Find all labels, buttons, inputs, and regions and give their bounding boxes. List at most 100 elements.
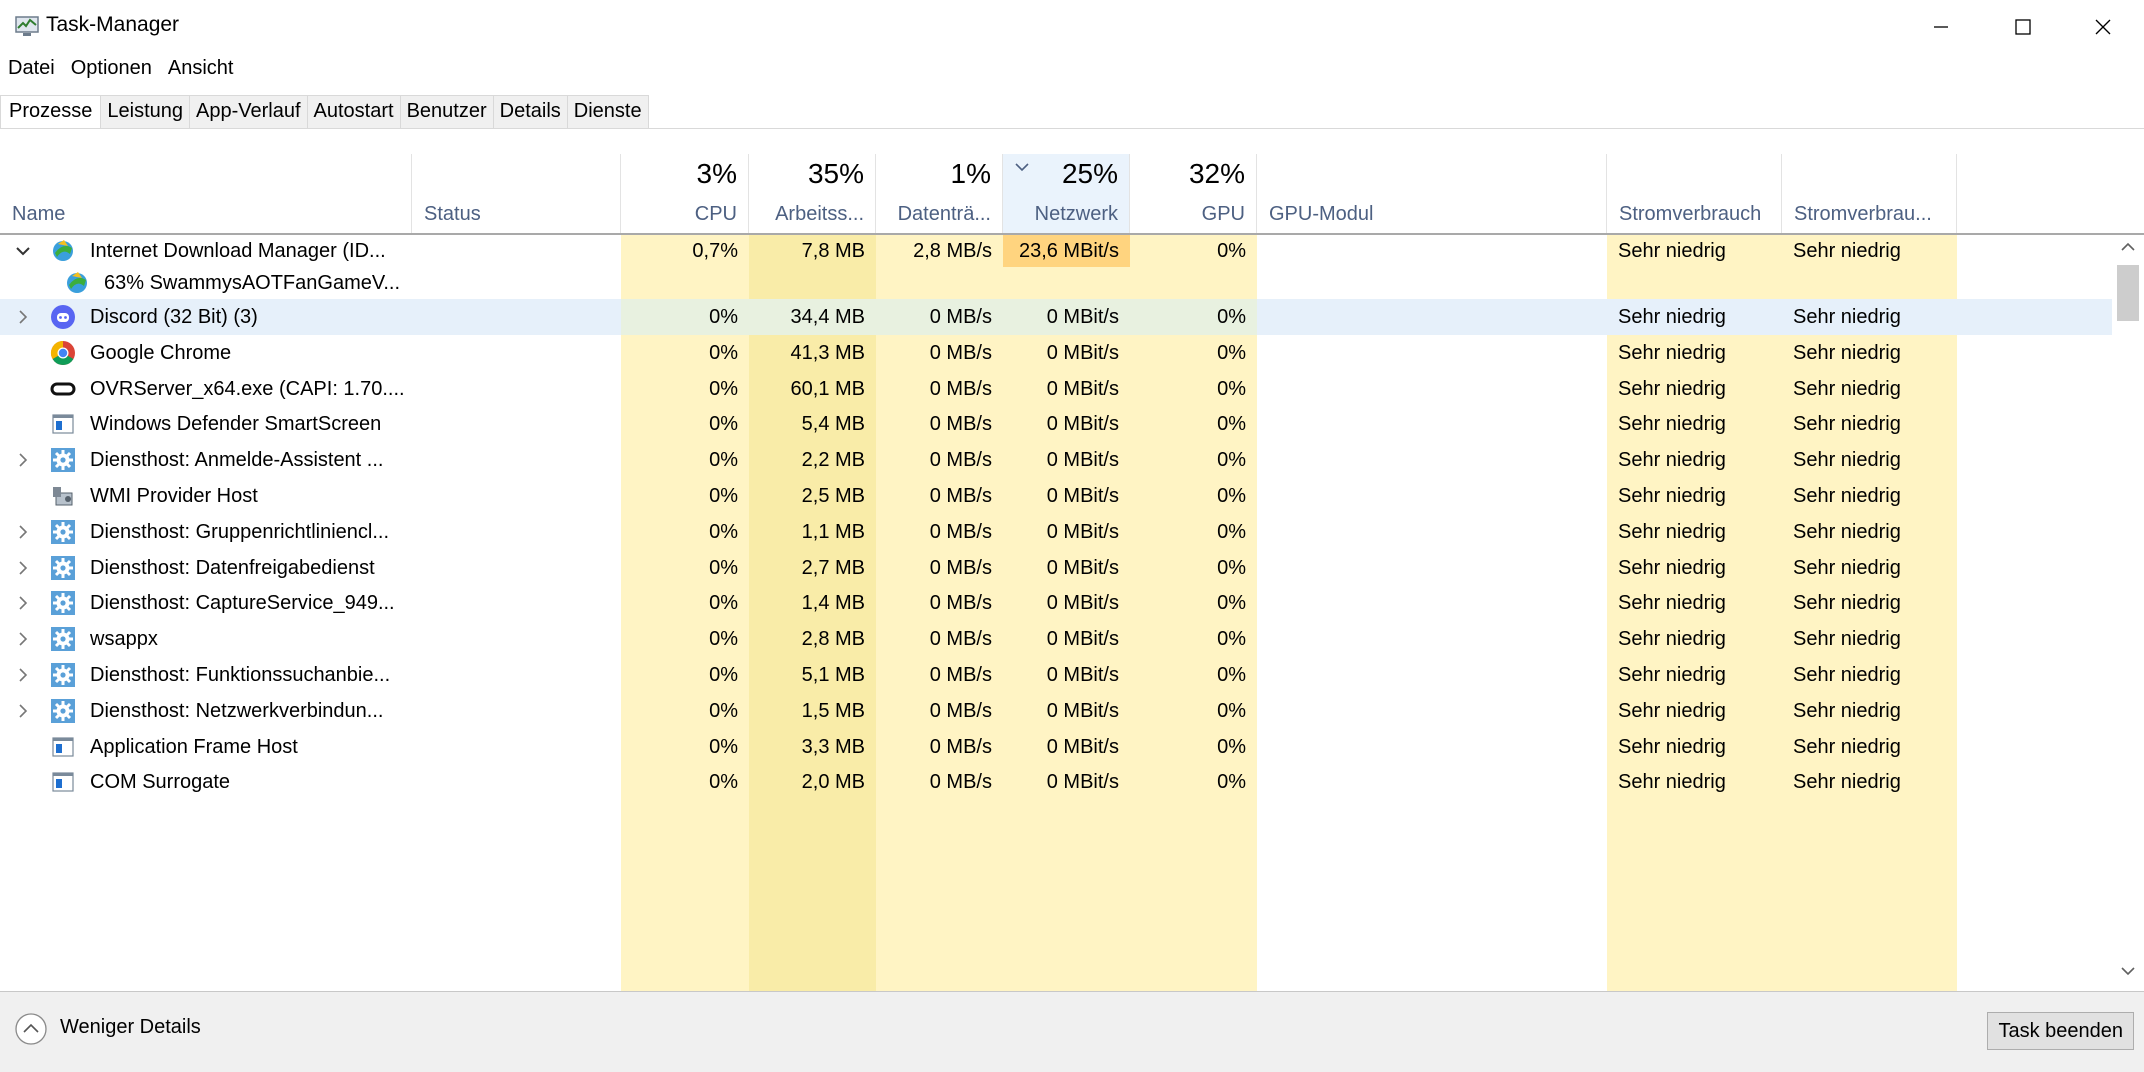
column-label-memory: Arbeitss... <box>775 203 864 225</box>
process-name: Google Chrome <box>90 341 232 364</box>
column-label-network: Netzwerk <box>1034 203 1118 225</box>
process-row[interactable]: WMI Provider Host 0% 2,5 MB 0 MB/s 0 MBit/s 0… <box>0 478 2112 514</box>
tab-dienste[interactable]: Dienste <box>567 95 649 129</box>
cell-cpu: 0% <box>709 341 738 364</box>
process-row[interactable]: Application Frame Host 0% 3,3 MB 0 MB/s 0 MB… <box>0 729 2112 765</box>
scroll-up-icon[interactable] <box>2120 241 2136 253</box>
chevron-right-icon[interactable] <box>14 702 32 720</box>
process-row[interactable]: OVRServer_x64.exe (CAPI: 1.70.... 0% 60,1 … <box>0 371 2112 407</box>
chevron-right-icon[interactable] <box>14 666 32 684</box>
cell-power: Sehr niedrig <box>1618 240 1726 262</box>
process-row[interactable]: Internet Download Manager (ID... 0,7% 7,8 … <box>0 235 2112 267</box>
process-row[interactable]: COM Surrogate 0% 2,0 MB 0 MB/s 0 MBit/s 0% Seh… <box>0 764 2112 800</box>
cell-net: 0 MBit/s <box>1046 449 1119 472</box>
close-icon <box>2095 19 2111 35</box>
discord-icon <box>51 305 75 329</box>
chevron-up-circle-icon[interactable] <box>14 1012 48 1046</box>
chevron-right-icon[interactable] <box>14 523 32 541</box>
chevron-down-icon[interactable] <box>14 242 32 260</box>
cell-net: 0 MBit/s <box>1003 299 1130 335</box>
chevron-right-icon[interactable] <box>14 559 32 577</box>
chevron-right-icon[interactable] <box>14 594 32 612</box>
cell-power: Sehr niedrig <box>1618 341 1726 364</box>
cell-powertrend: Sehr niedrig <box>1793 771 1901 794</box>
process-name: Diensthost: Funktionssuchanbie... <box>90 664 391 686</box>
cell-powertrend: Sehr niedrig <box>1793 664 1901 686</box>
process-table: Internet Download Manager (ID... 0,7% 7,8 … <box>0 235 2112 991</box>
column-header-status[interactable]: Status <box>412 154 621 234</box>
tab-benutzer[interactable]: Benutzer <box>400 95 494 129</box>
cell-mem: 7,8 MB <box>801 240 865 262</box>
tab-app-verlauf[interactable]: App-Verlauf <box>190 95 308 129</box>
process-row[interactable]: Diensthost: CaptureService_949... 0% 1,4 M… <box>0 585 2112 621</box>
maximize-button[interactable] <box>1982 0 2064 54</box>
cell-power: Sehr niedrig <box>1618 556 1726 579</box>
cell-power: Sehr niedrig <box>1618 306 1726 328</box>
column-label-power: Stromverbrauch <box>1619 203 1762 225</box>
tab-details[interactable]: Details <box>493 95 568 129</box>
column-header-power[interactable]: Stromverbrauch <box>1607 154 1782 234</box>
cell-disk: 0 MB/s <box>929 628 992 651</box>
process-row[interactable]: Diensthost: Gruppenrichtliniencl... 0% 1,1… <box>0 514 2112 550</box>
tab-divider <box>0 128 2144 129</box>
idm-icon <box>67 272 87 293</box>
cell-disk: 0 MB/s <box>929 341 992 364</box>
column-header-network[interactable]: 25% Netzwerk <box>1003 154 1130 234</box>
process-row[interactable]: Diensthost: Netzwerkverbindun... 0% 1,5 MB… <box>0 693 2112 729</box>
column-header-disk[interactable]: 1% Datenträ... <box>876 154 1003 234</box>
column-header-cpu[interactable]: 3% CPU <box>621 154 749 234</box>
process-row[interactable]: Diensthost: Anmelde-Assistent ... 0% 2,2 M… <box>0 442 2112 478</box>
column-header-power-trend[interactable]: Stromverbrau... <box>1782 154 1957 234</box>
column-header-memory[interactable]: 35% Arbeitss... <box>749 154 876 234</box>
column-label-power-trend: Stromverbrau... <box>1794 203 1932 225</box>
chevron-right-icon[interactable] <box>14 451 32 469</box>
child-process-row[interactable]: 63% SwammysAOTFanGameV... <box>0 267 2112 299</box>
chevron-right-icon[interactable] <box>14 308 32 326</box>
tab-autostart[interactable]: Autostart <box>307 95 401 129</box>
tab-prozesse[interactable]: Prozesse <box>0 95 102 129</box>
scroll-down-icon[interactable] <box>2120 965 2136 977</box>
end-task-button[interactable]: Task beenden <box>1987 1012 2134 1050</box>
process-row[interactable]: Discord (32 Bit) (3) 0% 34,4 MB 0 MB/s 0 MBi… <box>0 299 2112 335</box>
window-title: Task-Manager <box>46 13 180 36</box>
process-name: WMI Provider Host <box>90 485 258 507</box>
disk-heat-column <box>876 235 1003 991</box>
cell-net: 23,6 MBit/s <box>1003 235 1130 267</box>
service-gear-icon <box>51 698 75 723</box>
cell-net: 0 MBit/s <box>1046 592 1119 615</box>
cell-mem: 5,4 MB <box>801 413 865 436</box>
close-button[interactable] <box>2062 0 2144 54</box>
process-row[interactable]: wsappx 0% 2,8 MB 0 MB/s 0 MBit/s 0% Sehr niedr… <box>0 621 2112 657</box>
process-row[interactable]: Windows Defender SmartScreen 0% 5,4 MB 0 MB… <box>0 406 2112 442</box>
process-name: COM Surrogate <box>90 771 231 794</box>
fewer-details-link[interactable]: Weniger Details <box>60 1016 201 1038</box>
process-row[interactable]: Diensthost: Datenfreigabedienst 0% 2,7 MB 0… <box>0 550 2112 586</box>
cell-powertrend: Sehr niedrig <box>1793 628 1901 651</box>
scrollbar-thumb[interactable] <box>2117 265 2139 321</box>
chevron-right-icon[interactable] <box>14 630 32 648</box>
column-header-name[interactable]: Name <box>0 154 412 234</box>
cell-net: 0 MBit/s <box>1046 664 1119 686</box>
vertical-scrollbar[interactable] <box>2112 235 2144 991</box>
minimize-button[interactable] <box>1900 0 1982 54</box>
menu-optionen[interactable]: Optionen <box>70 57 152 79</box>
column-header-gpu-engine[interactable]: GPU-Modul <box>1257 154 1607 234</box>
menu-datei[interactable]: Datei <box>8 57 55 79</box>
cell-disk: 0 MB/s <box>929 377 992 400</box>
memory-heat-column <box>749 235 876 991</box>
memory-total-percent: 35% <box>807 158 864 189</box>
cell-net: 0 MBit/s <box>1046 771 1119 794</box>
process-row[interactable]: Google Chrome 0% 41,3 MB 0 MB/s 0 MBit/s 0% Se… <box>0 335 2112 371</box>
cell-cpu: 0% <box>709 664 738 686</box>
column-header-gpu[interactable]: 32% GPU <box>1130 154 1257 234</box>
column-label-status: Status <box>424 203 481 225</box>
tab-leistung[interactable]: Leistung <box>101 95 190 129</box>
cell-power: Sehr niedrig <box>1618 628 1726 651</box>
process-row[interactable]: Diensthost: Funktionssuchanbie... 0% 5,1 M… <box>0 657 2112 693</box>
cell-net: 0 MBit/s <box>1046 628 1119 651</box>
menu-ansicht[interactable]: Ansicht <box>167 57 234 79</box>
cell-gpu: 0% <box>1217 628 1246 651</box>
cell-power: Sehr niedrig <box>1618 413 1726 436</box>
cell-gpu: 0% <box>1217 240 1246 262</box>
cell-net: 0 MBit/s <box>1046 735 1119 758</box>
